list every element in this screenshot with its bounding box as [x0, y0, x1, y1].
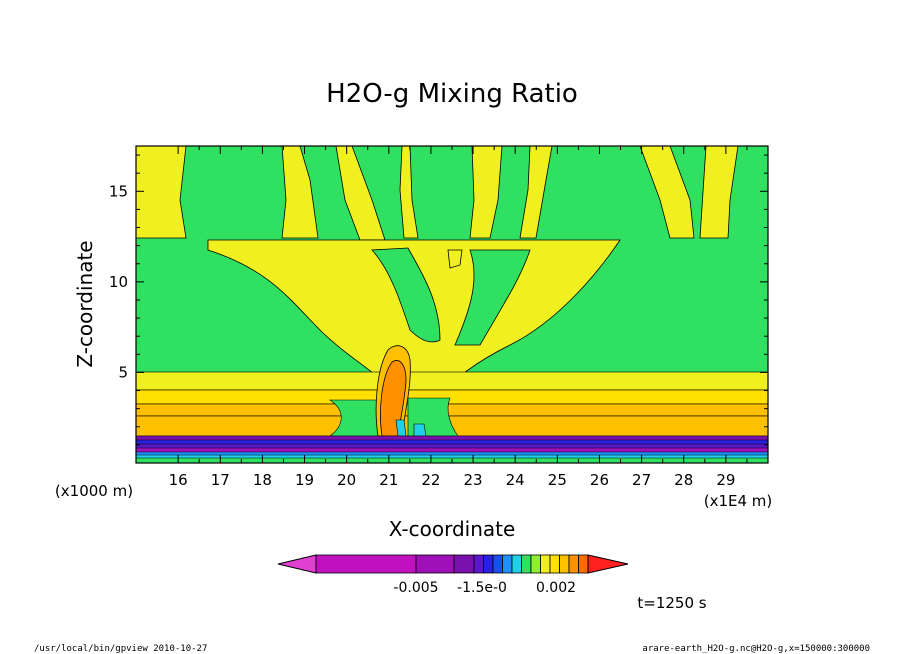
x-tick-label: 27 — [632, 471, 651, 489]
x-tick-label: 28 — [674, 471, 693, 489]
colorbar-label: 0.002 — [536, 580, 576, 596]
colorbar-arrow-left — [277, 554, 317, 574]
x-tick-label: 25 — [548, 471, 567, 489]
band-blue-2 — [136, 452, 768, 455]
field-yellow-top-5 — [519, 146, 553, 239]
x-tick-label: 18 — [253, 471, 272, 489]
band-purple-3 — [136, 448, 768, 452]
y-tick-label: 15 — [109, 182, 128, 200]
colorbar-swatch — [540, 554, 551, 574]
colorbar-swatch — [483, 554, 494, 574]
field-yellow-top-1 — [281, 146, 319, 239]
field-green-inner-2 — [454, 249, 531, 346]
colorbar — [277, 554, 629, 574]
x-tick-label: 19 — [295, 471, 314, 489]
band-gold-1 — [136, 389, 768, 405]
band-cyan — [136, 455, 768, 458]
x-axis: 16 17 18 19 20 21 22 23 24 25 26 27 28 29 — [169, 146, 748, 489]
y-tick-label: 10 — [109, 273, 128, 291]
y-unit-label: (x1000 m) — [55, 482, 133, 500]
x-unit-label: (x1E4 m) — [704, 492, 773, 510]
band-purple-1 — [136, 436, 768, 440]
colorbar-swatch — [315, 554, 417, 574]
y-axis: 5 10 15 — [109, 154, 768, 446]
plot-area — [136, 146, 768, 463]
footer-left: /usr/local/bin/gpview 2010-10-27 — [34, 644, 207, 654]
x-axis-label: X-coordinate — [389, 517, 516, 541]
colorbar-swatch — [568, 554, 579, 574]
band-purple-2 — [136, 444, 768, 448]
y-tick-label: 5 — [118, 363, 128, 381]
plume-cyan-2 — [413, 423, 427, 437]
colorbar-arrow-right — [587, 554, 629, 574]
colorbar-labels: -0.005 -1.5e-0 0.002 — [393, 580, 576, 596]
x-tick-label: 16 — [169, 471, 188, 489]
colorbar-swatch — [511, 554, 522, 574]
field-green-inner-1 — [371, 247, 441, 343]
colorbar-swatch — [521, 554, 532, 574]
band-contours — [136, 435, 768, 459]
time-label: t=1250 s — [637, 594, 706, 612]
field-yellow-blob — [447, 249, 463, 269]
y-axis-label: Z-coordinate — [73, 240, 97, 367]
field-yellow-top-6 — [639, 146, 695, 239]
colorbar-swatch — [492, 554, 503, 574]
plume-orange — [380, 360, 407, 437]
band-gold-2 — [136, 403, 768, 417]
x-tick-label: 17 — [211, 471, 230, 489]
field-yellow-top-left — [136, 146, 187, 239]
colorbar-swatch — [473, 554, 484, 574]
x-tick-label: 23 — [464, 471, 483, 489]
footer-right: arare-earth_H2O-g.nc@H2O-g,x=150000:3000… — [642, 644, 870, 654]
colorbar-swatch — [415, 554, 455, 574]
x-tick-label: 29 — [716, 471, 735, 489]
x-tick-label: 22 — [421, 471, 440, 489]
colorbar-swatch — [530, 554, 541, 574]
plume-cyan — [395, 419, 407, 437]
x-tick-label: 26 — [590, 471, 609, 489]
colorbar-swatch — [549, 554, 560, 574]
band-blue-1 — [136, 440, 768, 444]
field-yellow-top-3 — [399, 146, 419, 239]
colorbar-label: -1.5e-0 — [457, 580, 507, 596]
colorbar-swatch — [502, 554, 513, 574]
band-yellow — [136, 371, 768, 391]
field-yellow-top-4 — [469, 146, 503, 239]
x-tick-label: 24 — [506, 471, 525, 489]
colorbar-swatch — [453, 554, 475, 574]
x-tick-label: 20 — [337, 471, 356, 489]
colorbar-label: -0.005 — [393, 580, 438, 596]
colorbar-swatch — [559, 554, 570, 574]
x-tick-label: 21 — [379, 471, 398, 489]
field-yellow-top-7 — [699, 146, 739, 239]
colorbar-swatch — [578, 554, 589, 574]
chart-title: H2O-g Mixing Ratio — [326, 79, 578, 109]
